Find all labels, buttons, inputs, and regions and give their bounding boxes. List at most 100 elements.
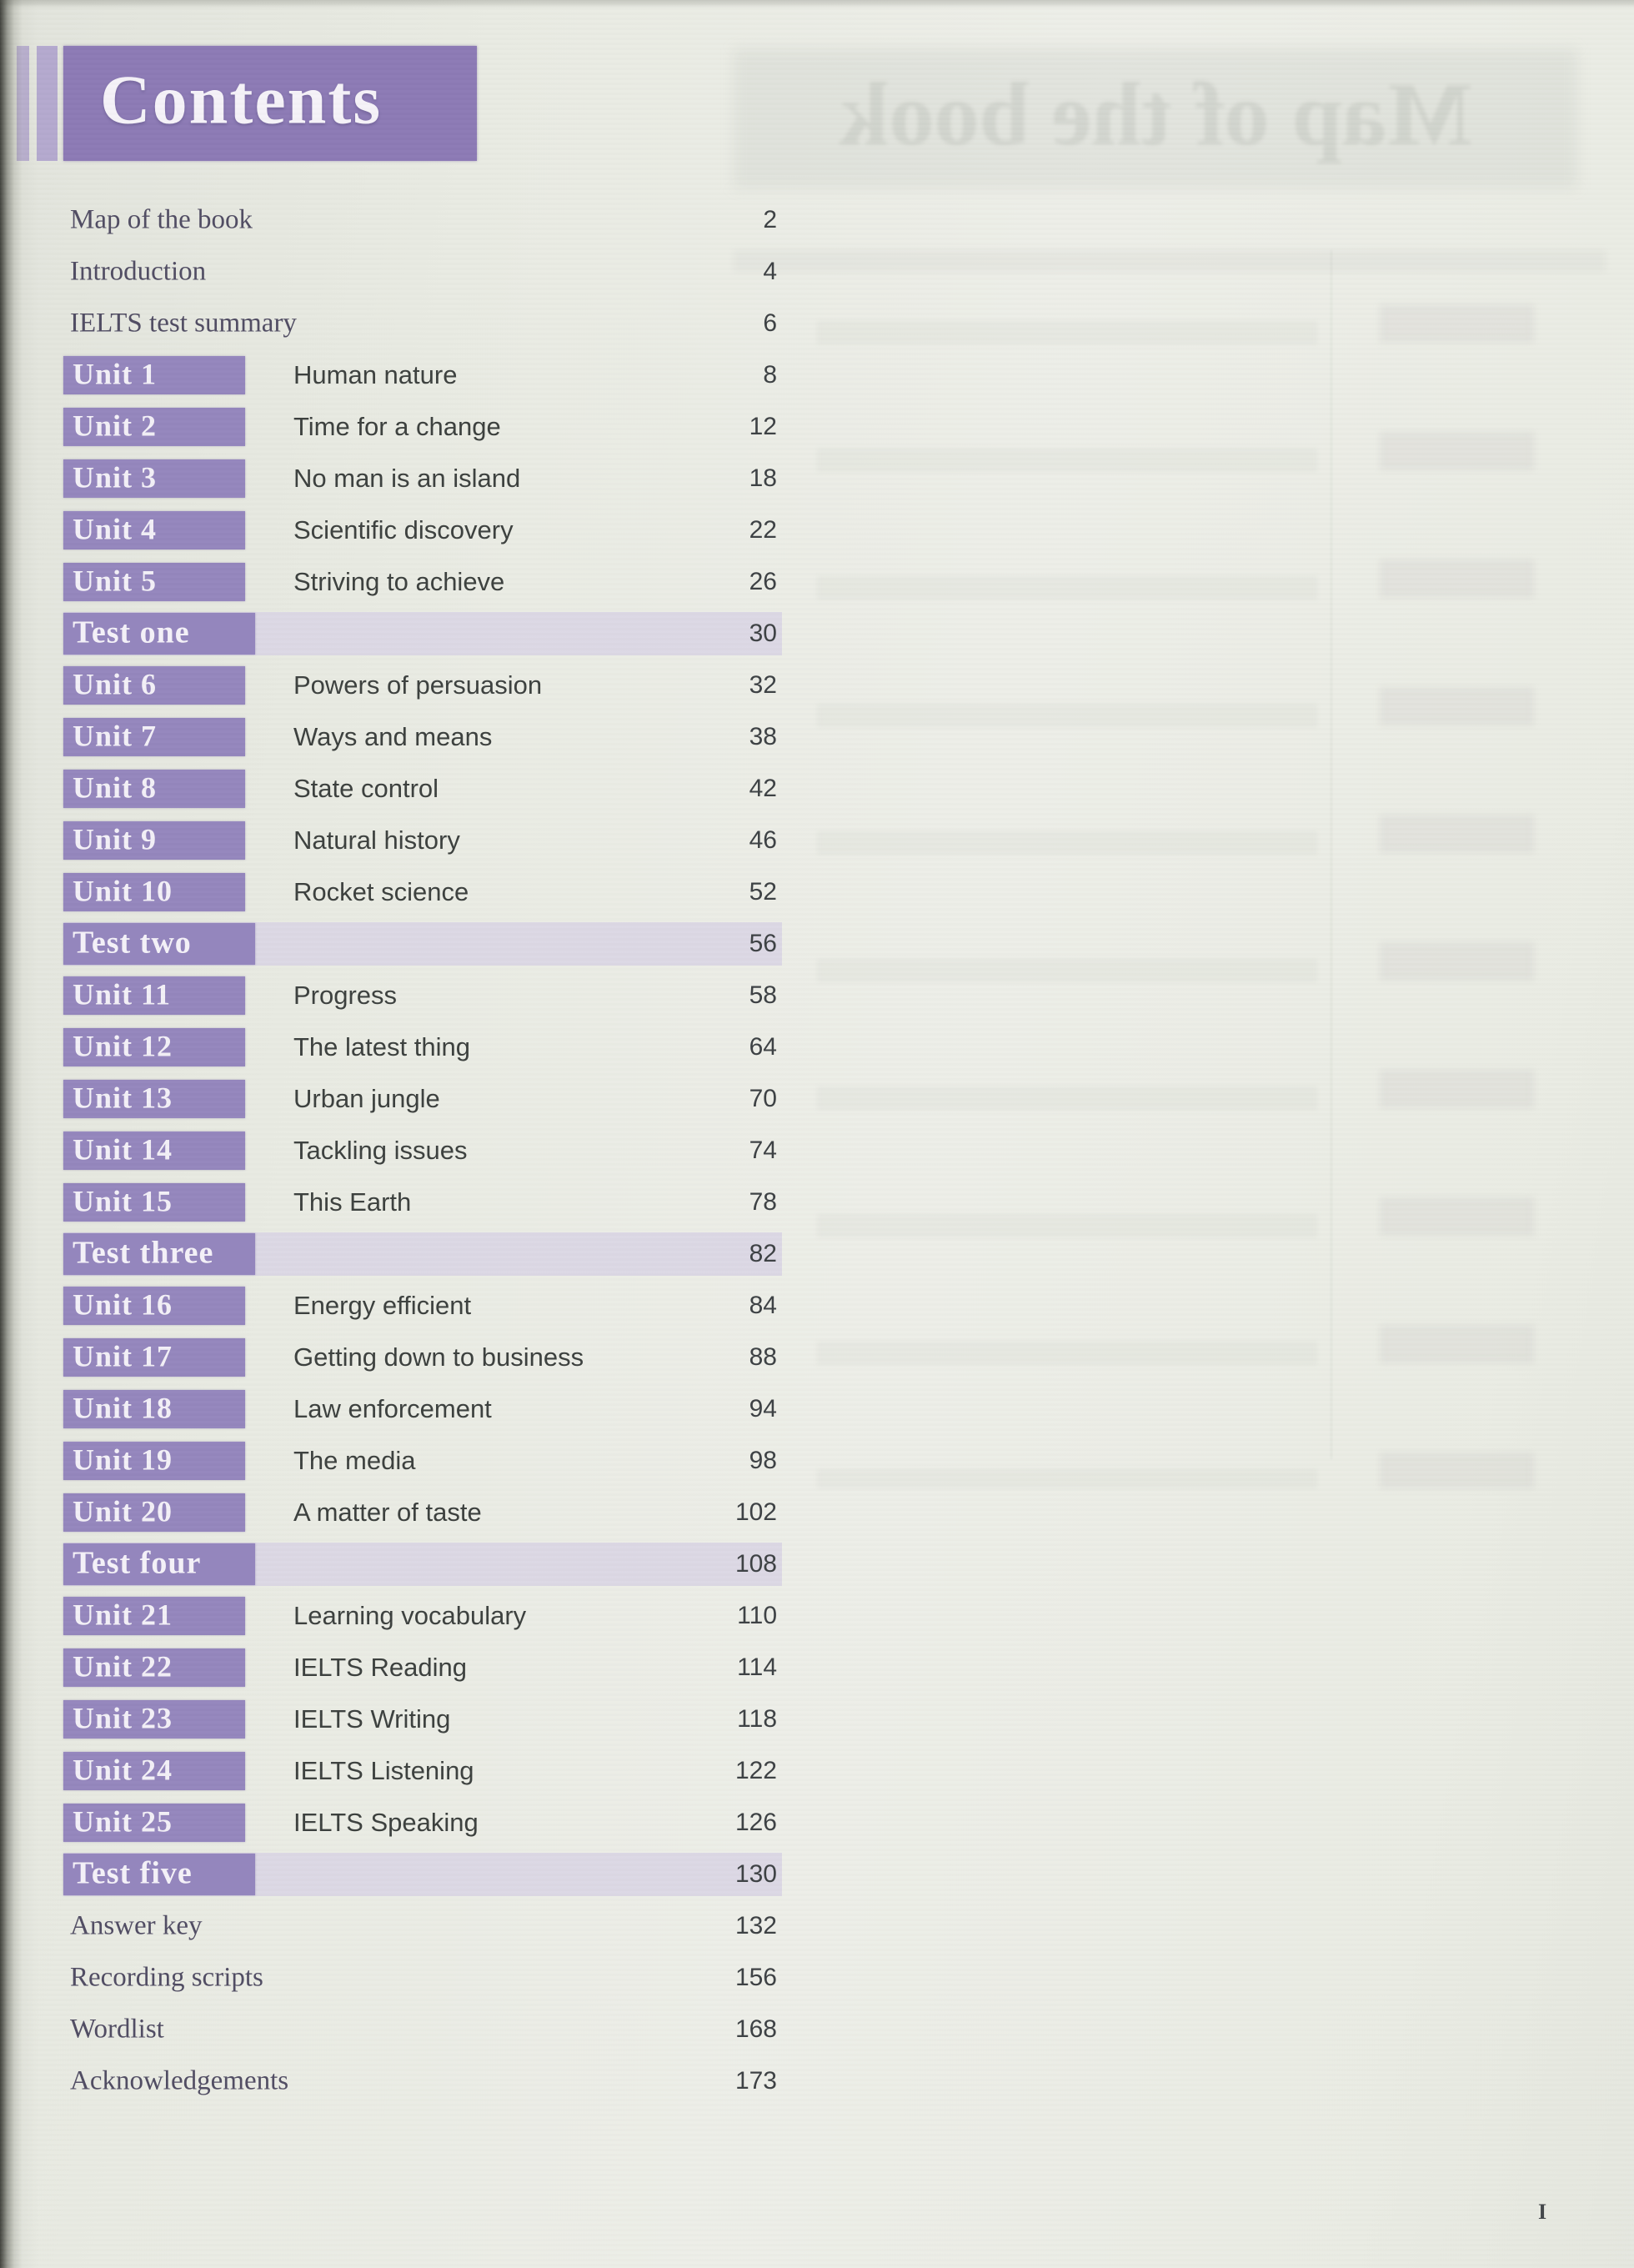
toc-entry-page-number: 156 (734, 1964, 777, 1991)
test-label-box: Test one (63, 613, 255, 655)
unit-title: Ways and means (293, 722, 493, 751)
toc-entry-page-number: 4 (763, 258, 777, 285)
toc-row-test: Test one 30 (63, 608, 782, 660)
test-label-box: Test four (63, 1543, 255, 1585)
toc-entry-page-number: 22 (749, 516, 777, 544)
unit-label-box: Unit 10 (63, 873, 245, 911)
toc-row-unit: Unit 21 Learning vocabulary 110 (63, 1590, 782, 1642)
toc-entry-page-number: 122 (734, 1757, 777, 1784)
toc-row-unit: Unit 18 Law enforcement 94 (63, 1383, 782, 1435)
toc-entry-page-number: 32 (749, 671, 777, 699)
toc-row-unit: Unit 11 Progress 58 (63, 970, 782, 1021)
unit-title: Striving to achieve (293, 567, 505, 596)
unit-label-box: Unit 18 (63, 1390, 245, 1428)
unit-label-box: Unit 16 (63, 1287, 245, 1325)
toc-row: IELTS test summary 6 (63, 298, 782, 349)
unit-label: Unit 11 (73, 977, 172, 1011)
test-label: Test four (73, 1545, 202, 1581)
toc-entry-page-number: 58 (749, 981, 777, 1009)
toc-row: Wordlist 168 (63, 2004, 782, 2055)
toc-entry-page-number: 108 (734, 1550, 777, 1578)
test-label: Test two (73, 925, 192, 961)
unit-label-box: Unit 19 (63, 1442, 245, 1480)
unit-label: Unit 23 (73, 1701, 173, 1735)
test-label-box: Test five (63, 1854, 255, 1895)
toc-entry-page-number: 82 (749, 1240, 777, 1267)
unit-label-box: Unit 21 (63, 1597, 245, 1635)
unit-title: Natural history (293, 825, 460, 855)
unit-label: Unit 18 (73, 1391, 173, 1425)
toc-row: Introduction 4 (63, 246, 782, 298)
toc-row-unit: Unit 3 No man is an island 18 (63, 453, 782, 504)
test-label: Test five (73, 1855, 193, 1891)
toc-entry-page-number: 94 (749, 1395, 777, 1423)
unit-title: Urban jungle (293, 1084, 440, 1113)
toc-entry-label: Introduction (70, 256, 207, 287)
unit-title: The media (293, 1446, 416, 1475)
unit-label-box: Unit 17 (63, 1338, 245, 1377)
unit-label-box: Unit 11 (63, 976, 245, 1015)
unit-label-box: Unit 14 (63, 1131, 245, 1170)
toc-entry-page-number: 38 (749, 723, 777, 750)
unit-label: Unit 5 (73, 564, 158, 598)
toc-row-unit: Unit 24 IELTS Listening 122 (63, 1745, 782, 1797)
unit-title: Rocket science (293, 877, 469, 906)
toc-entry-label: Acknowledgements (70, 2065, 289, 2096)
toc-row: Answer key 132 (63, 1900, 782, 1952)
toc-entry-page-number: 56 (749, 930, 777, 957)
toc-row-unit: Unit 15 This Earth 78 (63, 1177, 782, 1228)
toc-row-unit: Unit 9 Natural history 46 (63, 815, 782, 866)
unit-label-box: Unit 12 (63, 1028, 245, 1066)
unit-label: Unit 6 (73, 667, 158, 701)
toc-entry-page-number: 84 (749, 1292, 777, 1319)
unit-label: Unit 16 (73, 1287, 173, 1322)
unit-title: Scientific discovery (293, 515, 514, 544)
unit-title: IELTS Listening (293, 1756, 474, 1785)
toc-row-unit: Unit 7 Ways and means 38 (63, 711, 782, 763)
unit-label: Unit 9 (73, 822, 158, 856)
unit-title: Getting down to business (293, 1342, 584, 1372)
toc-entry-label: Map of the book (70, 204, 253, 235)
unit-title: Energy efficient (293, 1291, 472, 1320)
toc-entry-page-number: 18 (749, 464, 777, 492)
unit-title: IELTS Speaking (293, 1808, 479, 1837)
bleedthrough-column-divider (1331, 250, 1332, 1459)
toc-row-unit: Unit 8 State control 42 (63, 763, 782, 815)
toc-entry-page-number: 8 (763, 361, 777, 389)
unit-label-box: Unit 20 (63, 1493, 245, 1532)
unit-label: Unit 20 (73, 1494, 173, 1528)
toc-row-test: Test three 82 (63, 1228, 782, 1280)
toc-row-unit: Unit 5 Striving to achieve 26 (63, 556, 782, 608)
toc-entry-label: IELTS test summary (70, 308, 297, 339)
toc-entry-page-number: 118 (737, 1705, 777, 1733)
unit-label-box: Unit 24 (63, 1752, 245, 1790)
toc-entry-page-number: 6 (763, 309, 777, 337)
toc-entry-page-number: 12 (749, 413, 777, 440)
toc-row-test: Test five 130 (63, 1849, 782, 1900)
toc-row: Recording scripts 156 (63, 1952, 782, 2004)
toc-row-unit: Unit 1 Human nature 8 (63, 349, 782, 401)
test-label-box: Test three (63, 1233, 255, 1275)
unit-label-box: Unit 13 (63, 1080, 245, 1118)
test-label: Test three (73, 1235, 214, 1271)
toc-row: Acknowledgements 173 (63, 2055, 782, 2107)
unit-title: State control (293, 774, 439, 803)
unit-title: Learning vocabulary (293, 1601, 527, 1630)
unit-label-box: Unit 22 (63, 1648, 245, 1687)
accent-bar-wide (37, 46, 58, 161)
unit-label: Unit 21 (73, 1598, 173, 1632)
toc-entry-label: Wordlist (70, 2014, 164, 2045)
bleedthrough-table-rows (817, 321, 1317, 1488)
unit-label: Unit 25 (73, 1804, 173, 1839)
toc-row-unit: Unit 10 Rocket science 52 (63, 866, 782, 918)
toc-entry-page-number: 88 (749, 1343, 777, 1371)
contents-title-box: Contents (63, 46, 477, 161)
toc-entry-page-number: 132 (734, 1912, 777, 1939)
unit-label-box: Unit 25 (63, 1804, 245, 1842)
bleedthrough-header-stripe (734, 250, 1606, 272)
toc-row-unit: Unit 6 Powers of persuasion 32 (63, 660, 782, 711)
toc-row-unit: Unit 14 Tackling issues 74 (63, 1125, 782, 1177)
unit-label: Unit 19 (73, 1443, 173, 1477)
toc-entry-page-number: 46 (749, 826, 777, 854)
